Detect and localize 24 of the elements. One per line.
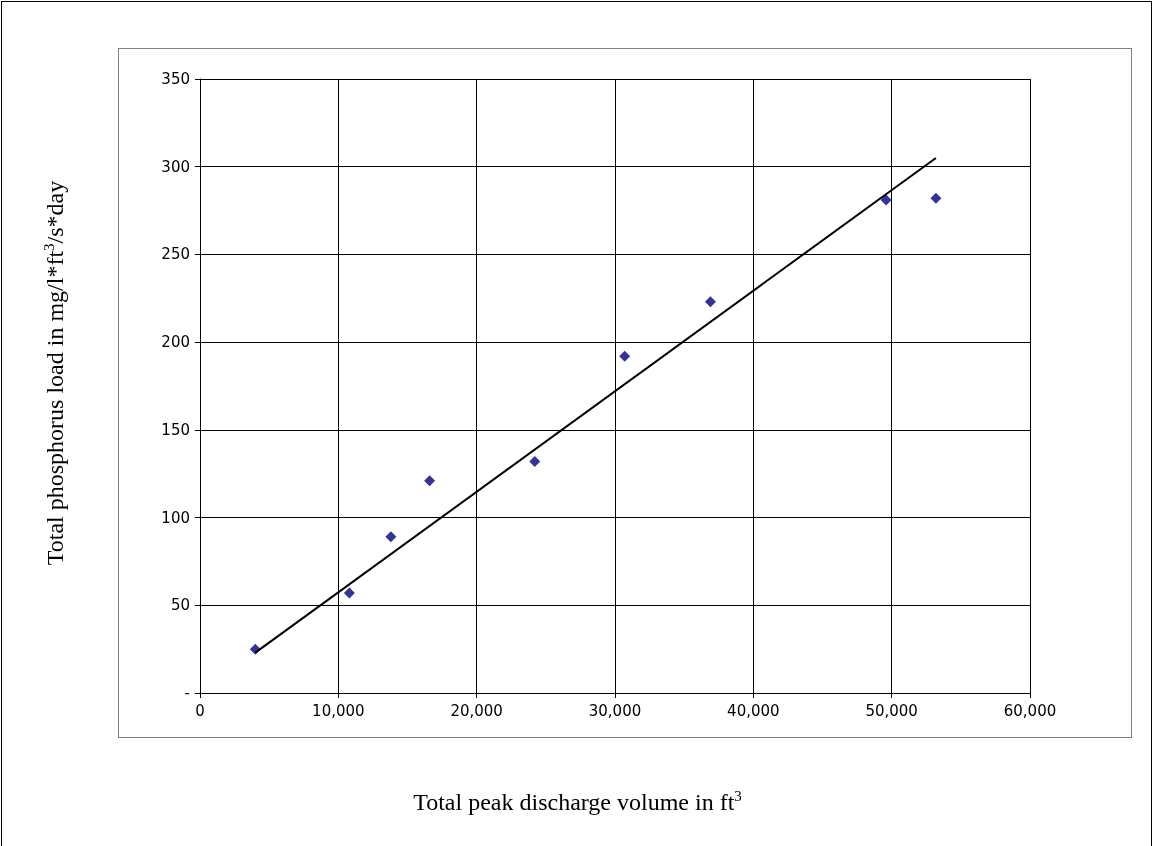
x-tick-label: 20,000: [450, 701, 503, 720]
x-tick-label: 10,000: [312, 701, 365, 720]
x-axis-title: Total peak discharge volume in ft$^{3}$: [412, 788, 743, 816]
y-tick-label: 50: [170, 596, 190, 615]
x-tick-label: 30,000: [588, 701, 642, 720]
x-tick-label: 0: [195, 701, 205, 720]
x-tick-label: 40,000: [727, 701, 780, 720]
point: [424, 475, 436, 487]
point: [343, 587, 355, 599]
y-tick-label: 200: [161, 333, 190, 352]
point: [385, 531, 397, 543]
y-tick-label: 350: [161, 70, 190, 88]
point: [880, 194, 892, 206]
point: [529, 455, 541, 467]
y-tick-label: 100: [161, 508, 190, 527]
y-tick-label: -: [184, 684, 190, 702]
x-tick-label: 50,000: [865, 701, 918, 720]
point: [930, 192, 942, 204]
y-tick-label: 250: [161, 245, 190, 264]
x-tick-label: 60,000: [1003, 701, 1057, 720]
y-tick-label: 150: [161, 420, 190, 439]
y-tick-label: 300: [161, 157, 190, 176]
point: [704, 296, 716, 308]
point: [619, 350, 631, 362]
